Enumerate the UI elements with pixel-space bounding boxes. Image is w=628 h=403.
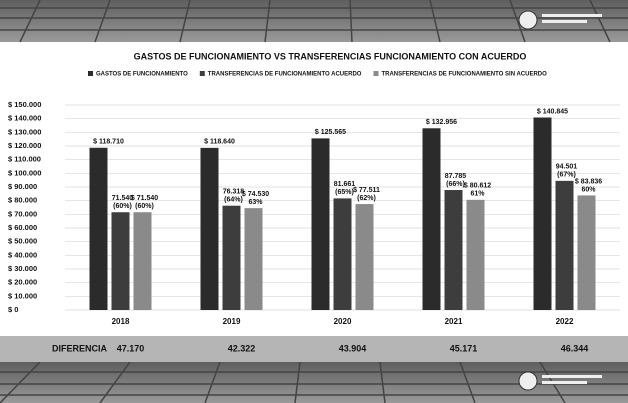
value-label: 87.785 xyxy=(445,173,467,180)
y-tick-label: $ 70.000 xyxy=(8,209,37,218)
y-tick-label: $ 150.000 xyxy=(8,100,41,109)
legend-swatch xyxy=(88,71,93,76)
share-label: (60%) xyxy=(135,203,154,210)
bar xyxy=(201,148,219,310)
bar xyxy=(556,181,574,310)
bar xyxy=(356,204,374,310)
bar xyxy=(134,212,152,310)
y-tick-label: $ 130.000 xyxy=(8,127,41,136)
y-tick-label: $ 10.000 xyxy=(8,291,37,300)
bar xyxy=(445,190,463,310)
bar xyxy=(334,198,352,310)
difference-value: 46.344 xyxy=(561,343,589,353)
value-label: $ 118.710 xyxy=(93,139,124,146)
share-label: 60% xyxy=(581,186,596,193)
y-tick-label: $ 20.000 xyxy=(8,278,37,287)
value-label: $ 83.836 xyxy=(575,178,602,185)
slide: GASTOS DE FUNCIONAMIENTO VS TRANSFERENCI… xyxy=(0,0,628,403)
share-label: (66%) xyxy=(446,181,465,188)
bar xyxy=(467,200,485,310)
legend-swatch xyxy=(373,71,378,76)
difference-label: DIFERENCIA xyxy=(52,343,108,353)
value-label: $ 118.640 xyxy=(204,139,235,146)
value-label: $ 140.845 xyxy=(537,108,568,115)
bar xyxy=(423,128,441,310)
difference-value: 43.904 xyxy=(339,343,367,353)
difference-value: 42.322 xyxy=(228,343,256,353)
y-tick-label: $ 120.000 xyxy=(8,141,41,150)
value-label: $ 74.530 xyxy=(242,191,269,198)
y-tick-label: $ 100.000 xyxy=(8,168,41,177)
x-tick-label: 2022 xyxy=(556,317,574,326)
value-label: $ 132.956 xyxy=(426,119,457,126)
y-tick-label: $ 40.000 xyxy=(8,250,37,259)
legend-label: GASTOS DE FUNCIONAMIENTO xyxy=(96,72,188,78)
y-tick-label: $ 80.000 xyxy=(8,196,37,205)
value-label: 94.501 xyxy=(556,164,578,171)
share-label: (64%) xyxy=(224,197,243,204)
y-tick-label: $ 140.000 xyxy=(8,114,41,123)
bar xyxy=(534,118,552,310)
bar xyxy=(223,206,241,310)
value-label: $ 125.565 xyxy=(315,129,346,136)
value-label: $ 71.540 xyxy=(131,195,158,202)
legend-swatch xyxy=(200,71,205,76)
value-label: $ 77.511 xyxy=(353,187,380,194)
share-label: (65%) xyxy=(335,189,354,196)
x-tick-label: 2020 xyxy=(334,317,352,326)
x-tick-label: 2018 xyxy=(112,317,130,326)
share-label: (62%) xyxy=(357,195,376,202)
y-tick-label: $ 90.000 xyxy=(8,182,37,191)
bar xyxy=(112,212,130,310)
wood-top xyxy=(0,0,628,42)
bar xyxy=(312,138,330,310)
share-label: (60%) xyxy=(113,203,132,210)
bar xyxy=(245,208,263,310)
share-label: 61% xyxy=(470,191,485,198)
y-tick-label: $ 110.000 xyxy=(8,155,41,164)
x-tick-label: 2021 xyxy=(445,317,463,326)
legend-label: TRANSFERENCIAS DE FUNCIONAMIENTO ACUERDO xyxy=(208,72,362,78)
y-tick-label: $ 50.000 xyxy=(8,237,37,246)
chart-title: GASTOS DE FUNCIONAMIENTO VS TRANSFERENCI… xyxy=(134,51,527,61)
difference-value: 47.170 xyxy=(117,343,145,353)
y-tick-label: $ 60.000 xyxy=(8,223,37,232)
wood-bottom xyxy=(0,362,628,403)
bar xyxy=(578,195,596,310)
x-tick-label: 2019 xyxy=(223,317,241,326)
difference-value: 45.171 xyxy=(450,343,478,353)
value-label: $ 80.612 xyxy=(464,183,491,190)
share-label: 63% xyxy=(248,199,263,206)
share-label: (67%) xyxy=(557,172,576,179)
legend-label: TRANSFERENCIAS DE FUNCIONAMIENTO SIN ACU… xyxy=(381,72,547,78)
y-tick-label: $ 0 xyxy=(8,305,18,314)
y-tick-label: $ 30.000 xyxy=(8,264,37,273)
bar xyxy=(90,148,108,310)
